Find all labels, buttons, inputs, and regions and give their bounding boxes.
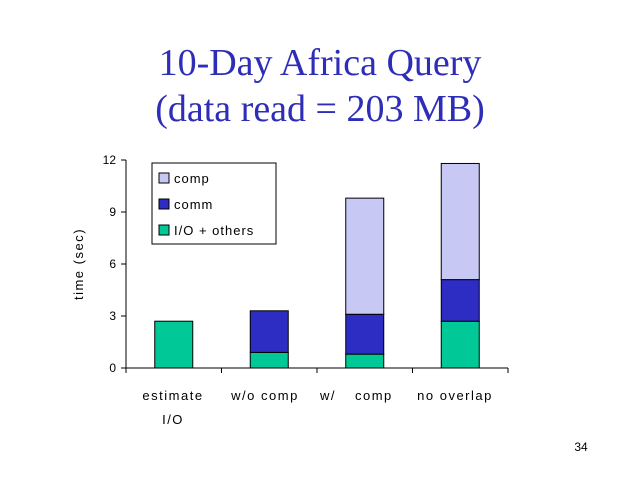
y-tick-label: 6 [109,257,116,271]
y-tick-label: 3 [109,309,116,323]
legend-swatch-comm [158,198,170,210]
legend-box [151,162,277,245]
x-label-no-overlap: no overlap [417,388,493,403]
y-tick-label: 0 [109,361,116,375]
bar-comm-no-overlap [440,279,480,322]
bar-comp-w-comp [345,197,385,315]
bar-i-o-others-estimate-i-o [154,320,194,369]
x-label-comp: comp [355,388,393,403]
slide-number: 34 [574,440,588,454]
bar-comm-w-comp [345,313,385,355]
x-label-wo-comp: w/o comp [230,388,299,403]
y-tick-label: 9 [109,205,116,219]
slide-title-line2: (data read = 203 MB) [155,88,485,130]
legend-label-i-o-others: I/O + others [174,223,254,238]
x-label-w: w/ [319,388,336,403]
bar-comp-no-overlap [440,162,480,281]
slide-title-line1: 10-Day Africa Query [158,42,482,84]
bar-i-o-others-w-o-comp [249,351,289,369]
legend-label-comp: comp [174,171,210,186]
y-axis-label: time (sec) [71,228,86,300]
bar-comm-w-o-comp [249,310,289,353]
legend-swatch-i-o-others [158,224,170,236]
bar-i-o-others-no-overlap [440,320,480,369]
x-label-estimate: estimate [142,388,203,403]
legend-swatch-comp [158,172,170,184]
legend-label-comm: comm [174,197,213,212]
x-label-io: I/O [162,412,184,427]
bar-i-o-others-w-comp [345,353,385,369]
y-tick-label: 12 [103,153,117,167]
